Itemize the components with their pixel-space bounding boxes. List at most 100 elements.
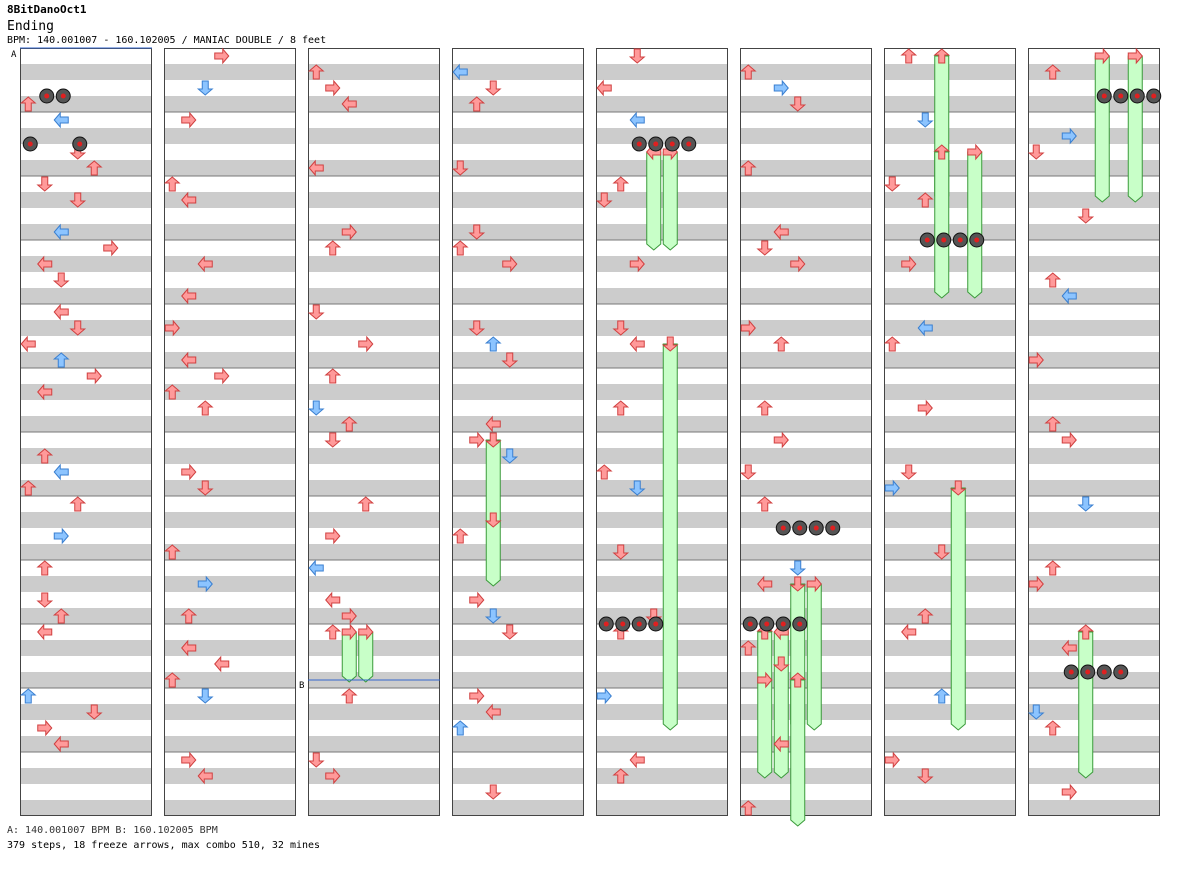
arrow-down-icon bbox=[628, 48, 646, 64]
mine-icon bbox=[1096, 664, 1112, 680]
beat-stripe bbox=[308, 704, 440, 720]
arrow-down-icon bbox=[307, 752, 325, 768]
arrow-up-icon bbox=[163, 672, 181, 688]
arrow-down-icon bbox=[324, 432, 342, 448]
beat-stripe bbox=[1028, 128, 1160, 144]
arrow-up-icon bbox=[612, 768, 630, 784]
beat-stripe bbox=[20, 512, 152, 528]
beat-stripe bbox=[20, 672, 152, 688]
beat-stripe bbox=[740, 192, 872, 208]
beat-stripe bbox=[308, 416, 440, 432]
beat-stripe bbox=[596, 320, 728, 336]
arrow-up-icon bbox=[52, 352, 70, 368]
beat-stripe bbox=[884, 288, 1016, 304]
beat-stripe bbox=[164, 800, 296, 816]
beat-stripe bbox=[452, 320, 584, 336]
freeze-arrow bbox=[1127, 47, 1143, 203]
beat-stripe bbox=[452, 448, 584, 464]
beat-stripe bbox=[164, 608, 296, 624]
arrow-up-icon bbox=[789, 672, 807, 688]
beat-stripe bbox=[884, 320, 1016, 336]
beat-stripe bbox=[884, 768, 1016, 784]
mine-icon bbox=[1113, 88, 1129, 104]
beat-stripe bbox=[164, 640, 296, 656]
arrow-right-icon bbox=[103, 239, 119, 257]
beat-stripe bbox=[308, 160, 440, 176]
arrow-up-icon bbox=[36, 448, 54, 464]
arrow-down-icon bbox=[468, 320, 486, 336]
beat-stripe bbox=[452, 736, 584, 752]
mine-icon bbox=[792, 520, 808, 536]
beat-stripe bbox=[452, 768, 584, 784]
beat-stripe bbox=[884, 192, 1016, 208]
beat-stripe bbox=[884, 800, 1016, 816]
beat-stripe bbox=[20, 480, 152, 496]
arrow-down-icon bbox=[883, 176, 901, 192]
mine-icon bbox=[1096, 88, 1112, 104]
mine-icon bbox=[1063, 664, 1079, 680]
freeze-arrow bbox=[933, 144, 951, 299]
arrow-left-icon bbox=[197, 255, 213, 273]
arrow-right-icon bbox=[806, 575, 822, 593]
beat-stripe bbox=[20, 224, 152, 240]
arrow-down-icon bbox=[949, 480, 967, 496]
arrow-down-icon bbox=[1077, 496, 1095, 512]
arrow-down-icon bbox=[69, 192, 87, 208]
beat-stripe bbox=[1028, 448, 1160, 464]
beat-stripe bbox=[308, 800, 440, 816]
arrow-right-icon bbox=[773, 431, 789, 449]
beat-stripe bbox=[740, 384, 872, 400]
arrow-left-icon bbox=[485, 415, 501, 433]
chart-column bbox=[308, 48, 440, 816]
chart-column bbox=[452, 48, 584, 816]
beat-stripe bbox=[452, 672, 584, 688]
beat-stripe bbox=[308, 768, 440, 784]
arrow-up-icon bbox=[451, 720, 469, 736]
arrow-left-icon bbox=[773, 223, 789, 241]
difficulty-label: Ending bbox=[7, 19, 54, 34]
arrow-up-icon bbox=[772, 336, 790, 352]
beat-stripe bbox=[452, 256, 584, 272]
arrow-up-icon bbox=[916, 608, 934, 624]
arrow-left-icon bbox=[197, 767, 213, 785]
arrow-up-icon bbox=[933, 688, 951, 704]
arrow-left-icon bbox=[181, 351, 197, 369]
beat-stripe bbox=[740, 256, 872, 272]
arrow-left-icon bbox=[629, 335, 645, 353]
arrow-up-icon bbox=[69, 496, 87, 512]
beat-stripe bbox=[740, 320, 872, 336]
arrow-right-icon bbox=[469, 591, 485, 609]
freeze-arrow bbox=[789, 672, 807, 827]
beat-stripe bbox=[740, 128, 872, 144]
arrow-up-icon bbox=[484, 336, 502, 352]
freeze-arrow bbox=[358, 623, 374, 683]
arrow-right-icon bbox=[53, 527, 69, 545]
beat-stripe bbox=[884, 64, 1016, 80]
column-border bbox=[596, 48, 728, 816]
beat-stripe bbox=[596, 736, 728, 752]
beat-stripe bbox=[452, 512, 584, 528]
beat-stripe bbox=[1028, 384, 1160, 400]
arrow-right-icon bbox=[164, 319, 180, 337]
freeze-arrow bbox=[806, 575, 822, 731]
beat-stripe bbox=[596, 448, 728, 464]
beat-stripe bbox=[740, 544, 872, 560]
beat-stripe bbox=[596, 480, 728, 496]
arrow-left-icon bbox=[53, 735, 69, 753]
arrow-right-icon bbox=[884, 751, 900, 769]
song-title: 8BitDanoOct1 bbox=[7, 3, 87, 16]
freeze-arrow bbox=[484, 432, 502, 587]
beat-stripe bbox=[740, 480, 872, 496]
beat-stripe bbox=[884, 128, 1016, 144]
beat-stripe bbox=[884, 384, 1016, 400]
arrow-up-icon bbox=[19, 688, 37, 704]
arrow-up-icon bbox=[357, 496, 375, 512]
bpm-marker-a: A bbox=[11, 50, 17, 60]
arrow-up-icon bbox=[933, 144, 951, 160]
arrow-right-icon bbox=[86, 367, 102, 385]
arrow-down-icon bbox=[789, 576, 807, 592]
arrow-down-icon bbox=[196, 688, 214, 704]
arrow-up-icon bbox=[612, 176, 630, 192]
arrow-right-icon bbox=[884, 479, 900, 497]
